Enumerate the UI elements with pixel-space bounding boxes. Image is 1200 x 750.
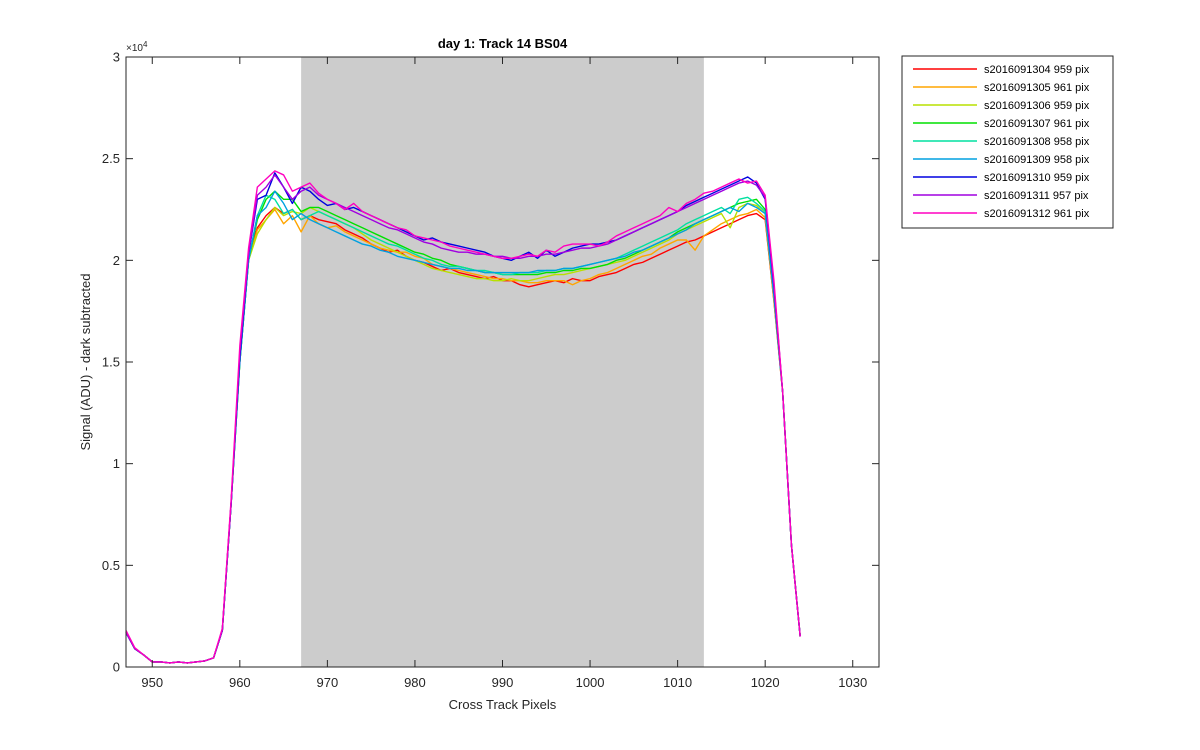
legend-entry: s2016091305 961 pix <box>984 82 1090 94</box>
x-axis-title: Cross Track Pixels <box>449 697 557 712</box>
legend-entry: s2016091311 957 pix <box>984 190 1089 202</box>
x-tick-label: 950 <box>141 675 163 690</box>
legend: s2016091304 959 pix s2016091305 961 pix s2… <box>901 55 1114 229</box>
x-tick-label: 980 <box>404 675 426 690</box>
series-line-9 <box>125 170 801 664</box>
y-tick-label: 0 <box>113 660 120 675</box>
y-tick-label: 0.5 <box>102 558 120 573</box>
y-exponent-base: ×10 <box>126 43 143 54</box>
x-tick-label: 960 <box>229 675 251 690</box>
y-axis-title: Signal (ADU) - dark subtracted <box>78 273 93 450</box>
x-tick-label: 970 <box>317 675 339 690</box>
legend-entry: s2016091309 958 pix <box>984 154 1090 166</box>
shaded-region <box>301 57 704 667</box>
y-tick-label: 1 <box>113 456 120 471</box>
y-tick-label: 1.5 <box>102 355 120 370</box>
legend-entry: s2016091312 961 pix <box>984 208 1090 220</box>
legend-entry: s2016091306 959 pix <box>984 100 1090 112</box>
legend-entry: s2016091307 961 pix <box>984 118 1090 130</box>
legend-entry: s2016091304 959 pix <box>984 64 1090 76</box>
legend-entry: s2016091310 959 pix <box>984 172 1090 184</box>
y-axis-exponent: ×104 <box>126 40 148 54</box>
y-tick-label: 3 <box>113 50 120 65</box>
chart-title: day 1: Track 14 BS04 <box>438 36 568 51</box>
x-tick-label: 1000 <box>576 675 605 690</box>
x-tick-label: 1030 <box>838 675 867 690</box>
x-tick-label: 1010 <box>663 675 692 690</box>
x-tick-label: 990 <box>492 675 514 690</box>
y-tick-label: 2 <box>113 253 120 268</box>
legend-entry: s2016091308 958 pix <box>984 136 1090 148</box>
legend-box <box>901 55 1114 229</box>
x-tick-label: 1020 <box>751 675 780 690</box>
y-tick-label: 2.5 <box>102 151 120 166</box>
y-exponent-power: 4 <box>143 40 148 49</box>
